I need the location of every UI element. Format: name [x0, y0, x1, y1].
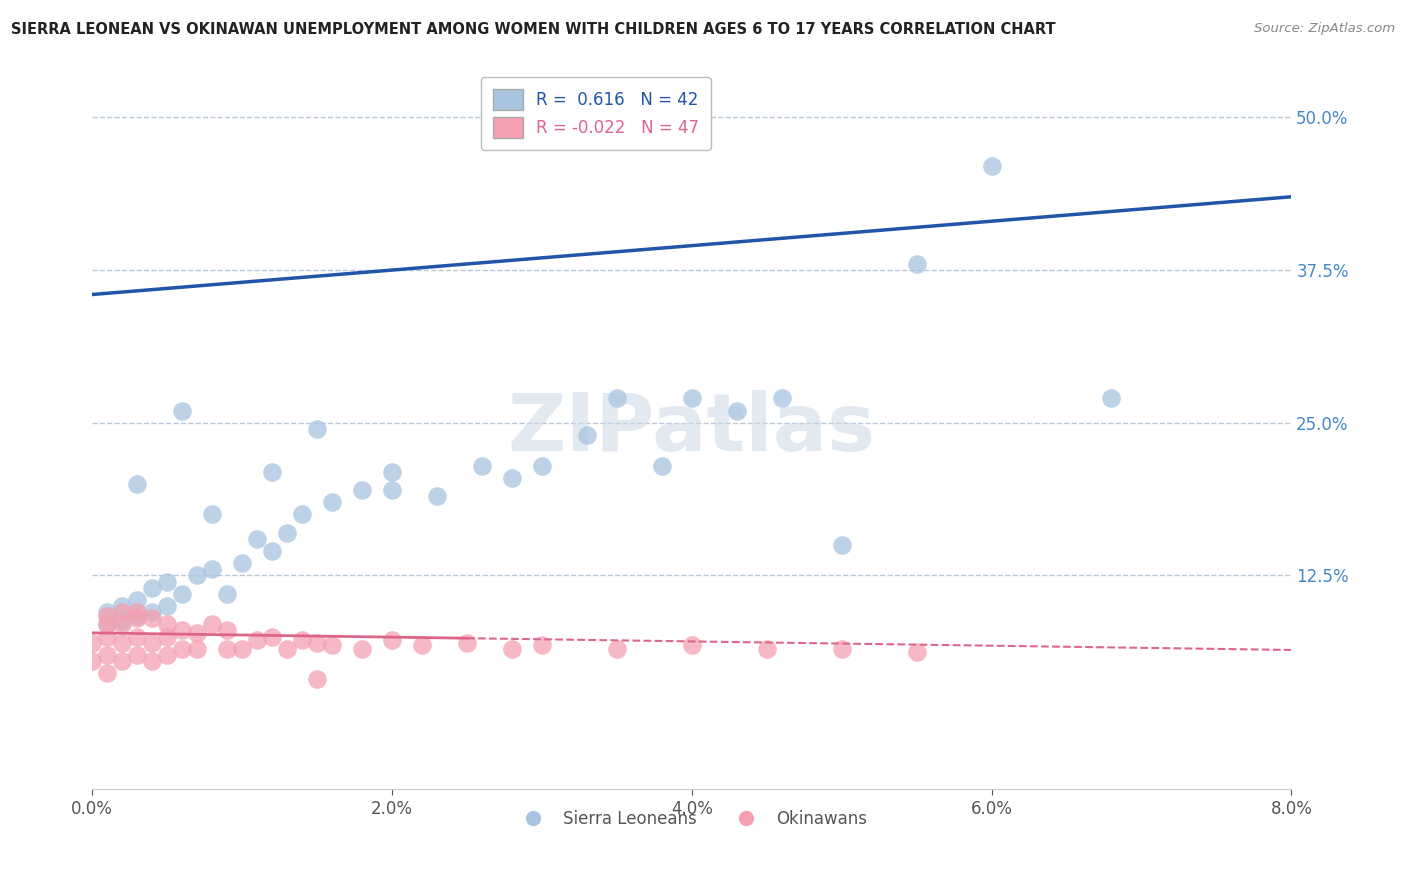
Point [172, 624, 194, 638]
Point [96, 630, 118, 644]
Point [381, 465, 404, 479]
Point [201, 508, 224, 522]
Point [530, 638, 553, 652]
Point [127, 648, 149, 662]
Point [305, 673, 328, 687]
Point [111, 635, 134, 649]
Text: ZIPatlas: ZIPatlas [508, 390, 876, 468]
Point [575, 428, 598, 442]
Point [172, 641, 194, 656]
Point [381, 633, 404, 648]
Point [82, 635, 104, 649]
Point [321, 495, 343, 509]
Point [217, 641, 239, 656]
Point [217, 624, 239, 638]
Point [111, 605, 134, 619]
Point [905, 257, 928, 271]
Point [231, 556, 253, 570]
Point [681, 638, 703, 652]
Point [156, 648, 179, 662]
Point [471, 458, 494, 473]
Point [246, 532, 269, 546]
Point [725, 403, 748, 417]
Point [291, 508, 314, 522]
Point [156, 617, 179, 632]
Point [681, 392, 703, 406]
Point [201, 562, 224, 576]
Point [156, 574, 179, 589]
Point [141, 605, 163, 619]
Point [831, 641, 853, 656]
Point [321, 638, 343, 652]
Point [127, 611, 149, 625]
Point [141, 611, 163, 625]
Point [186, 641, 208, 656]
Point [127, 630, 149, 644]
Point [172, 587, 194, 601]
Point [980, 159, 1002, 173]
Point [111, 599, 134, 613]
Point [111, 614, 134, 628]
Point [305, 422, 328, 436]
Point [530, 458, 553, 473]
Point [96, 666, 118, 681]
Point [426, 489, 449, 503]
Point [501, 641, 523, 656]
Point [96, 617, 118, 632]
Point [831, 538, 853, 552]
Point [186, 625, 208, 640]
Point [201, 617, 224, 632]
Point [1101, 392, 1123, 406]
Point [350, 483, 373, 497]
Point [770, 392, 793, 406]
Point [141, 581, 163, 595]
Point [156, 630, 179, 644]
Text: Source: ZipAtlas.com: Source: ZipAtlas.com [1254, 22, 1395, 36]
Point [260, 630, 283, 644]
Point [186, 568, 208, 582]
Point [606, 641, 628, 656]
Point [96, 617, 118, 632]
Point [96, 605, 118, 619]
Text: SIERRA LEONEAN VS OKINAWAN UNEMPLOYMENT AMONG WOMEN WITH CHILDREN AGES 6 TO 17 Y: SIERRA LEONEAN VS OKINAWAN UNEMPLOYMENT … [11, 22, 1056, 37]
Point [96, 608, 118, 623]
Point [231, 641, 253, 656]
Point [156, 599, 179, 613]
Point [276, 525, 298, 540]
Point [456, 635, 478, 649]
Point [172, 403, 194, 417]
Point [127, 605, 149, 619]
Point [246, 633, 269, 648]
Point [381, 483, 404, 497]
Point [755, 641, 778, 656]
Point [141, 635, 163, 649]
Point [260, 544, 283, 558]
Point [905, 645, 928, 659]
Point [501, 471, 523, 485]
Point [111, 654, 134, 668]
Point [260, 465, 283, 479]
Point [651, 458, 673, 473]
Point [350, 641, 373, 656]
Point [82, 654, 104, 668]
Point [111, 617, 134, 632]
Point [305, 635, 328, 649]
Point [606, 392, 628, 406]
Point [276, 641, 298, 656]
Legend: Sierra Leoneans, Okinawans: Sierra Leoneans, Okinawans [509, 804, 875, 835]
Point [127, 608, 149, 623]
Point [96, 648, 118, 662]
Point [127, 476, 149, 491]
Point [291, 633, 314, 648]
Point [411, 638, 433, 652]
Point [127, 593, 149, 607]
Point [217, 587, 239, 601]
Point [141, 654, 163, 668]
